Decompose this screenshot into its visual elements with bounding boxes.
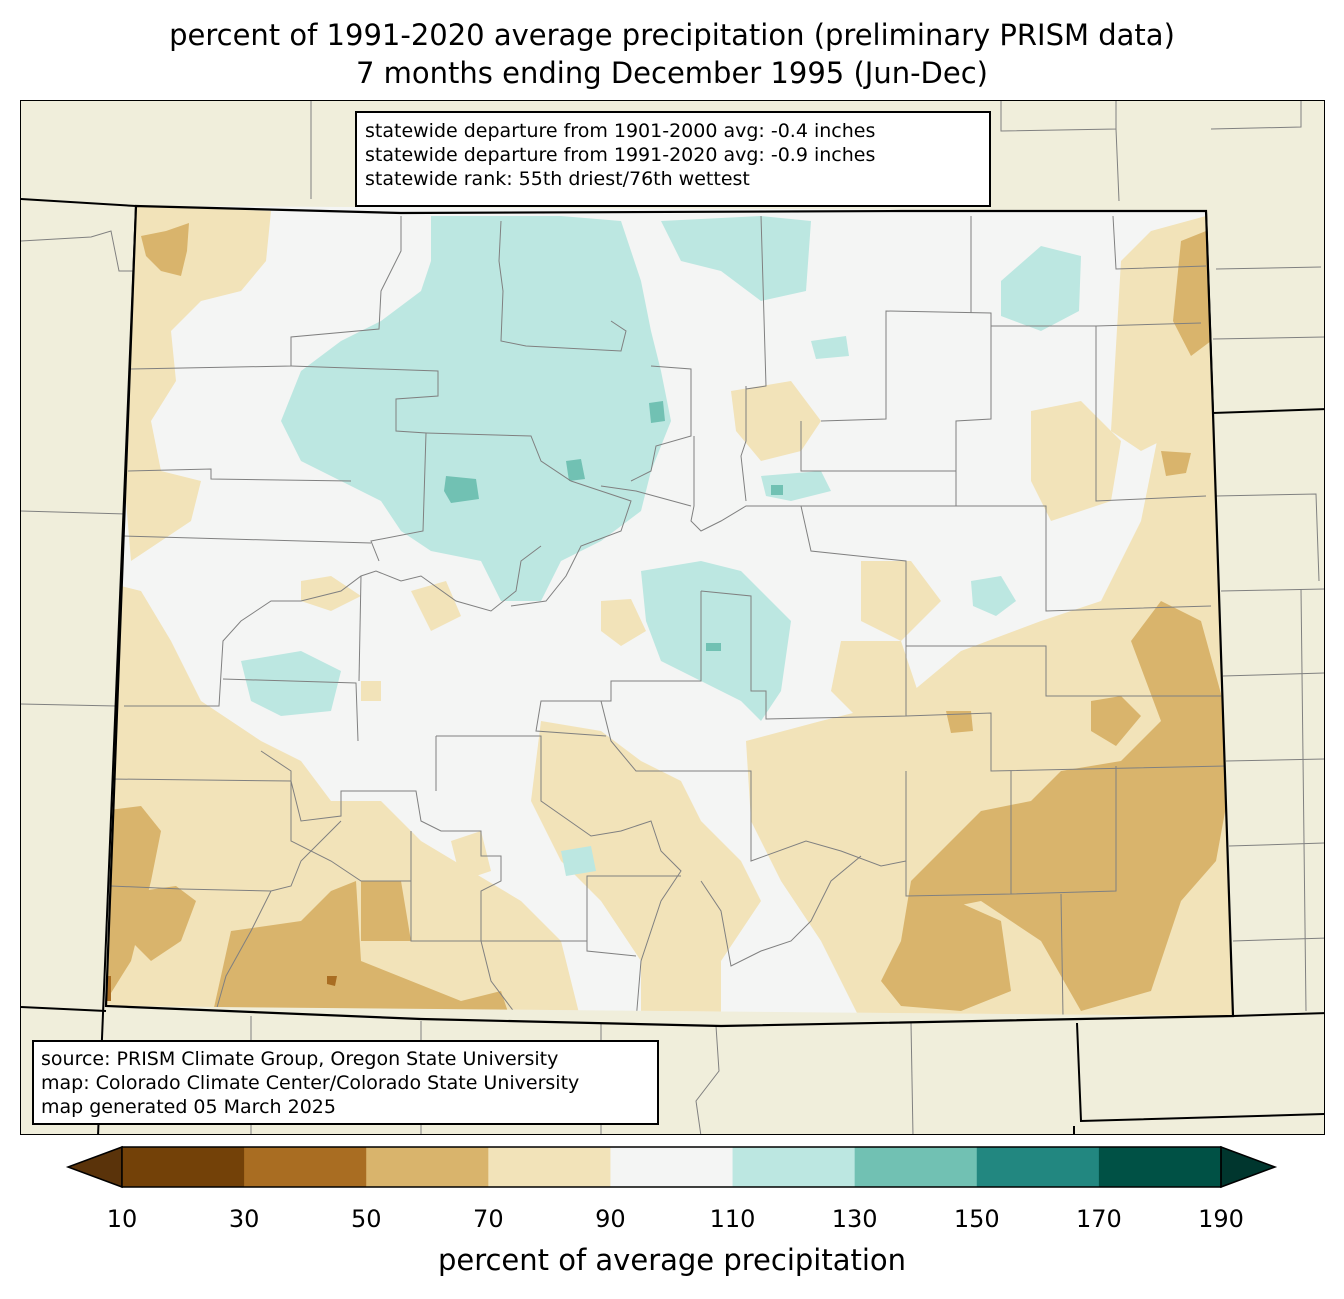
source-line-1: source: PRISM Climate Group, Oregon Stat… xyxy=(41,1048,559,1070)
stats-line-3: statewide rank: 55th driest/76th wettest xyxy=(365,168,750,190)
colorbar-tick-label: 170 xyxy=(1075,1205,1122,1233)
colorbar-tick-label: 70 xyxy=(473,1205,504,1233)
colorbar-tick-label: 10 xyxy=(106,1205,138,1233)
source-box: source: PRISM Climate Group, Oregon Stat… xyxy=(32,1040,659,1125)
county-lines xyxy=(110,215,1227,1016)
colorado-border xyxy=(104,204,1235,1028)
colorbar-tick-label: 90 xyxy=(595,1205,626,1233)
wet-mid-regions xyxy=(444,401,783,651)
colorbar-segment xyxy=(1098,1147,1222,1187)
colorbar-segment xyxy=(244,1147,367,1187)
precipitation-map xyxy=(20,100,1325,1135)
colorbar-tick-label: 130 xyxy=(831,1205,878,1233)
colorbar-tick-label: 150 xyxy=(953,1205,1000,1233)
colorbar-frame xyxy=(121,1146,1222,1188)
colorbar-segment xyxy=(976,1147,1100,1187)
wet-light-regions xyxy=(241,216,1081,876)
map-subtitle: 7 months ending December 1995 (Jun-Dec) xyxy=(356,56,988,90)
stats-line-2: statewide departure from 1991-2020 avg: … xyxy=(365,144,876,166)
map-title: percent of 1991-2020 average precipitati… xyxy=(169,18,1175,52)
source-line-2: map: Colorado Climate Center/Colorado St… xyxy=(41,1072,580,1094)
stats-line-1: statewide departure from 1901-2000 avg: … xyxy=(365,120,876,142)
colorbar-segment xyxy=(854,1147,978,1187)
colorbar-segment xyxy=(122,1147,245,1187)
colorbar-segment xyxy=(732,1147,856,1187)
statewide-stats-box: statewide departure from 1901-2000 avg: … xyxy=(355,111,991,207)
dry-mid-regions xyxy=(106,223,1227,1016)
colorbar-segment xyxy=(610,1147,734,1187)
colorbar-tick-label: 110 xyxy=(709,1205,756,1233)
colorbar-tick-label: 30 xyxy=(228,1205,260,1233)
source-line-3: map generated 05 March 2025 xyxy=(41,1096,336,1118)
colorbar-tick-label: 50 xyxy=(350,1205,382,1233)
colorbar-tick-label: 190 xyxy=(1198,1205,1244,1233)
colorbar-segment xyxy=(488,1147,611,1187)
colorbar-segment xyxy=(366,1147,489,1187)
colorbar-under-arrow xyxy=(65,1145,123,1189)
colorbar-over-arrow xyxy=(1220,1145,1278,1189)
colorbar xyxy=(65,1145,1278,1189)
colorbar-label: percent of average precipitation xyxy=(437,1243,907,1277)
